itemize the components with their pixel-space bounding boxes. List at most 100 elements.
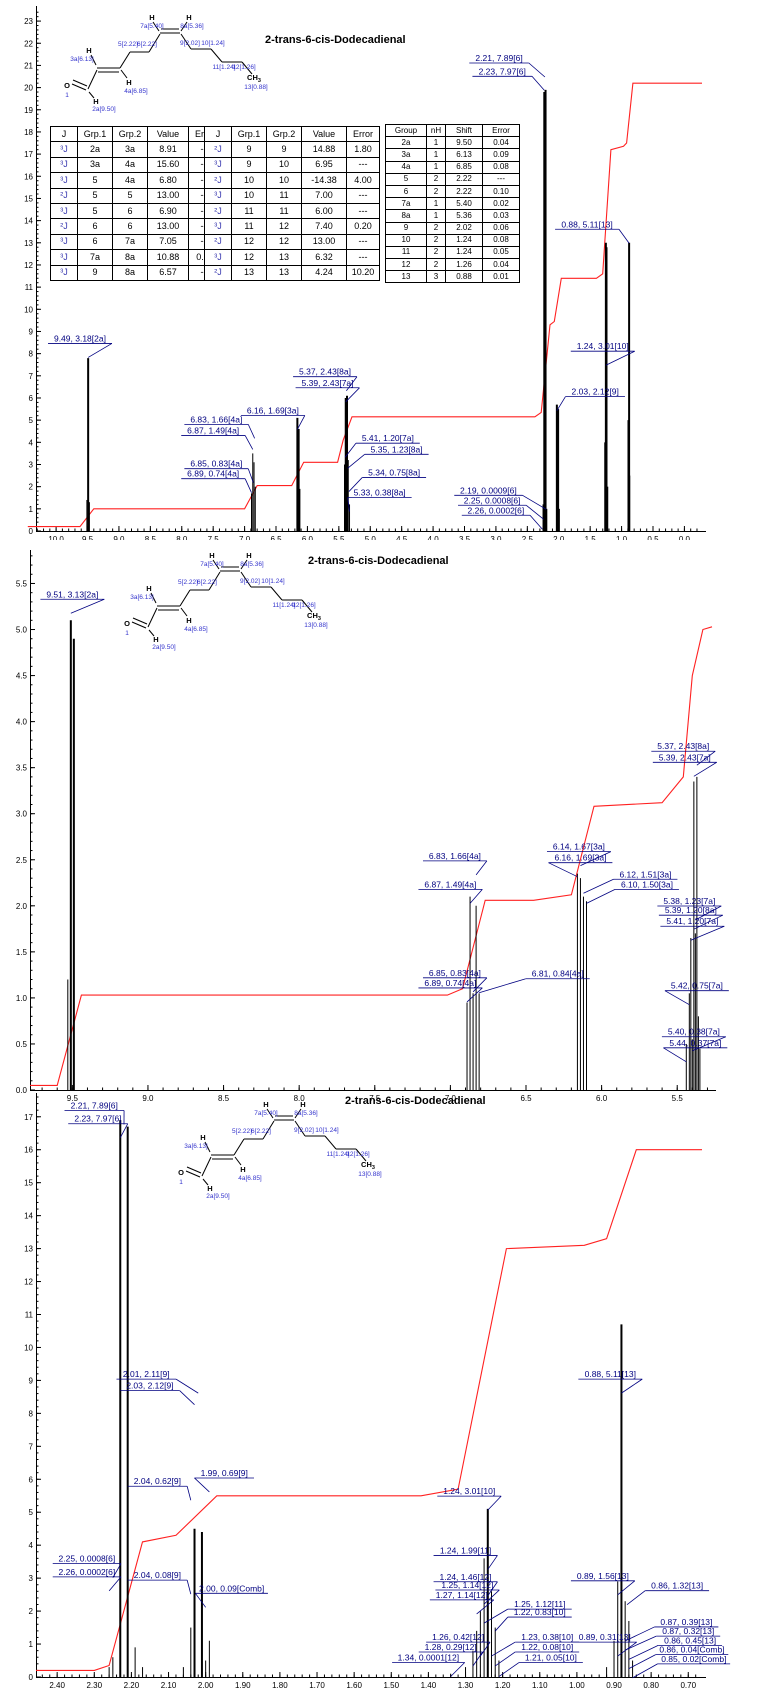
svg-text:8.5: 8.5 [145, 535, 157, 540]
svg-text:14: 14 [24, 1212, 33, 1221]
annotation-connector [346, 376, 358, 391]
atom-shift-label: 7a[5.40] [200, 561, 224, 568]
svg-text:23: 23 [24, 17, 33, 26]
atom-shift-label: 4a[6.85] [238, 1175, 262, 1182]
svg-text:2.5: 2.5 [522, 535, 534, 540]
annotation-connector [297, 415, 306, 430]
annotation-connector [119, 1123, 129, 1138]
peak-annotation: 0.87, 0.32[13] [662, 1626, 714, 1636]
annotation-connector [583, 878, 614, 894]
peak-annotation: 0.87, 0.39[13] [660, 1617, 712, 1627]
svg-text:7.0: 7.0 [445, 1094, 457, 1103]
atom-shift-label: 2a[9.50] [92, 106, 116, 113]
annotation-connector [696, 750, 716, 766]
annotation-connector [487, 1495, 502, 1511]
table-cell: --- [346, 249, 380, 266]
svg-text:5.5: 5.5 [672, 1094, 684, 1103]
peak-annotation: 0.89, 0.31[13] [579, 1632, 631, 1642]
nmr-panel-2: 5.5 6.0 6.5 7.0 7.5 8.0 8.5 9.0 9.5 0.0 0.5 1.0 1.5 2… [16, 550, 729, 1103]
annotation-connector [175, 1378, 199, 1394]
bond-line [185, 1170, 201, 1178]
annotation-connector [483, 1608, 509, 1624]
svg-text:2.30: 2.30 [86, 1681, 102, 1690]
table-cell: 13 [266, 264, 302, 281]
annotation-connector [526, 504, 544, 520]
peak-annotation: 6.87, 1.49[4a] [424, 879, 476, 889]
bond-line [270, 586, 283, 601]
svg-text:21: 21 [24, 61, 33, 70]
atom-shift-label: 12[1.26] [292, 602, 316, 609]
bond-line [147, 607, 158, 628]
table-cell: 6.32 [301, 249, 347, 266]
bond-line [301, 599, 313, 613]
table-cell: 6.57 [147, 264, 189, 281]
annotation-connector [247, 424, 256, 439]
annotation-connector [472, 1651, 483, 1667]
tick-labels: 0.70 0.80 0.90 1.00 1.10 1.20 1.30 1.40 1.50 1.60… [24, 1113, 697, 1690]
svg-text:2.00: 2.00 [198, 1681, 214, 1690]
svg-text:1.10: 1.10 [532, 1681, 548, 1690]
atom-symbol: H [207, 1184, 212, 1193]
svg-text:16: 16 [24, 172, 33, 181]
peak-annotation: 6.10, 1.50[3a] [621, 879, 673, 889]
svg-text:6.5: 6.5 [270, 535, 282, 540]
atom-symbol: H [86, 46, 91, 55]
atom-shift-label: 5[2.22] [118, 41, 138, 48]
atom-symbol: CH3 [247, 73, 261, 84]
atom-shift-label: 13[0.88] [358, 1171, 382, 1178]
annotation-connector [466, 987, 483, 1003]
svg-text:1.00: 1.00 [569, 1681, 585, 1690]
annotation-connector [480, 1641, 491, 1657]
svg-text:0.0: 0.0 [16, 1086, 28, 1095]
svg-text:1.70: 1.70 [309, 1681, 325, 1690]
bond-line [262, 1120, 275, 1140]
svg-text:17: 17 [24, 150, 33, 159]
svg-text:2: 2 [29, 483, 34, 492]
svg-text:6.0: 6.0 [302, 535, 314, 540]
svg-text:6: 6 [29, 1475, 34, 1484]
annotation-connector [628, 1645, 659, 1660]
bond-line [72, 79, 88, 87]
atom-shift-label: 2a[9.50] [152, 644, 176, 651]
annotation-connector [483, 1589, 500, 1605]
peak-annotation: 5.38, 1.23[7a] [663, 896, 715, 906]
svg-text:18: 18 [24, 128, 33, 137]
table-cell: 0.20 [346, 218, 380, 235]
atom-shift-label: 12[1.26] [346, 1151, 370, 1158]
svg-text:1.50: 1.50 [383, 1681, 399, 1690]
atom-symbol: O [178, 1168, 184, 1177]
svg-text:2: 2 [29, 1607, 34, 1616]
annotation-connector [195, 1593, 206, 1608]
peak-annotation: 1.28, 0.29[12] [425, 1642, 477, 1652]
svg-text:8: 8 [29, 350, 34, 359]
peak-annotation: 2.25, 0.0008[6] [464, 495, 521, 505]
peak-annotation: 6.12, 1.51[3a] [619, 869, 671, 879]
peak-annotation: 2.26, 0.0002[6] [59, 1567, 116, 1577]
peak-annotation: 6.89, 0.74[4a] [187, 469, 239, 479]
atom-shift-label: 11[1.24] [212, 64, 235, 71]
svg-text:2.5: 2.5 [16, 856, 28, 865]
atom-symbol: H [300, 1100, 305, 1109]
bond-line [119, 51, 131, 69]
integral-curve [27, 82, 702, 528]
svg-text:5: 5 [29, 1508, 34, 1517]
peak-annotation: 2.23, 7.97[6] [74, 1114, 121, 1124]
svg-text:3.5: 3.5 [459, 535, 471, 540]
svg-text:1.5: 1.5 [585, 535, 597, 540]
peak-annotation: 0.85, 0.02[Comb] [661, 1654, 726, 1664]
svg-text:2.0: 2.0 [16, 902, 28, 911]
atom-shift-label: 10[1.24] [315, 1127, 339, 1134]
panel3-title: 2-trans-6-cis-Dodecadienal [345, 1095, 486, 1107]
atom-shift-label: 4a[6.85] [184, 626, 208, 633]
axes [30, 550, 716, 1091]
svg-text:10: 10 [24, 1343, 33, 1352]
svg-text:11: 11 [25, 1311, 34, 1320]
table-cell: 9 [77, 264, 113, 281]
atom-shift-label: 9[2.02] [240, 578, 260, 585]
annotation-connector [626, 1590, 646, 1605]
peak-annotation: 0.86, 0.45[13] [664, 1635, 716, 1645]
svg-text:6.0: 6.0 [596, 1094, 608, 1103]
annotation-connector [472, 977, 488, 993]
svg-text:11: 11 [25, 283, 34, 292]
annotation-connector [522, 494, 547, 510]
